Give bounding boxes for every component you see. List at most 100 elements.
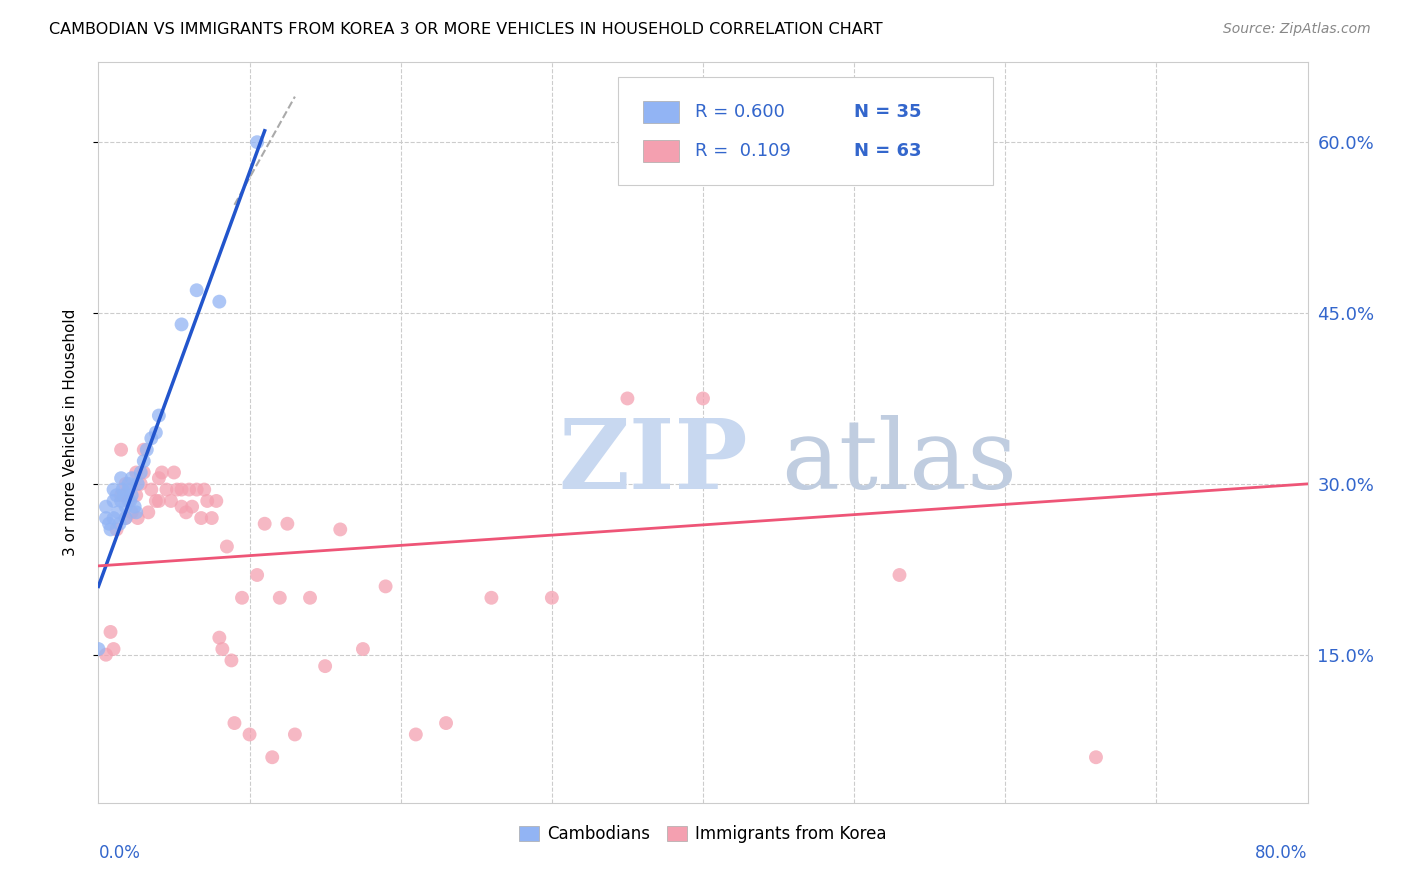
Point <box>186 483 208 497</box>
Point <box>224 716 246 731</box>
Point <box>160 494 183 508</box>
Text: 80.0%: 80.0% <box>1256 844 1308 862</box>
Text: CAMBODIAN VS IMMIGRANTS FROM KOREA 3 OR MORE VEHICLES IN HOUSEHOLD CORRELATION C: CAMBODIAN VS IMMIGRANTS FROM KOREA 3 OR … <box>49 22 883 37</box>
Point <box>405 727 427 741</box>
Point <box>114 500 136 514</box>
Text: 0.0%: 0.0% <box>98 844 141 862</box>
Point <box>179 483 201 497</box>
Point <box>434 716 457 731</box>
Point <box>103 494 125 508</box>
Point <box>692 392 714 406</box>
Point <box>127 511 149 525</box>
Point <box>1085 750 1108 764</box>
Text: N = 35: N = 35 <box>855 103 922 121</box>
Point <box>205 494 228 508</box>
Point <box>211 642 233 657</box>
Point <box>110 494 132 508</box>
Text: N = 63: N = 63 <box>855 143 922 161</box>
Legend: Cambodians, Immigrants from Korea: Cambodians, Immigrants from Korea <box>512 819 894 850</box>
Point <box>163 466 186 480</box>
Point <box>262 750 284 764</box>
Point <box>208 631 231 645</box>
Text: ZIP: ZIP <box>558 416 748 509</box>
Point <box>110 442 132 457</box>
Point <box>299 591 322 605</box>
Point <box>108 516 131 531</box>
Point <box>141 431 163 445</box>
Point <box>201 511 224 525</box>
Point <box>231 591 253 605</box>
Point <box>195 494 218 508</box>
Text: R = 0.600: R = 0.600 <box>695 103 785 121</box>
Point <box>129 476 152 491</box>
Point <box>374 579 396 593</box>
Point <box>136 505 159 519</box>
Point <box>110 471 132 485</box>
Point <box>170 318 193 332</box>
Point <box>329 523 352 537</box>
Point <box>121 471 143 485</box>
Bar <box>643 101 679 123</box>
Point <box>193 483 215 497</box>
Point <box>141 483 163 497</box>
Point <box>94 500 117 514</box>
Point <box>125 505 148 519</box>
Text: R =  0.109: R = 0.109 <box>695 143 790 161</box>
Point <box>118 476 141 491</box>
Point <box>145 494 167 508</box>
Point <box>148 409 170 423</box>
Point <box>889 568 911 582</box>
Point <box>114 511 136 525</box>
Point <box>246 135 269 149</box>
Point <box>208 294 231 309</box>
Point <box>118 494 141 508</box>
Point <box>145 425 167 440</box>
Point <box>221 653 243 667</box>
Point <box>190 511 212 525</box>
Text: Source: ZipAtlas.com: Source: ZipAtlas.com <box>1223 22 1371 37</box>
Point <box>540 591 562 605</box>
FancyBboxPatch shape <box>619 78 993 185</box>
Point <box>112 488 135 502</box>
Point <box>186 283 208 297</box>
Point <box>127 476 149 491</box>
Point <box>150 466 173 480</box>
Point <box>239 727 262 741</box>
Point <box>107 505 129 519</box>
Point <box>246 568 269 582</box>
Point <box>148 494 170 508</box>
Point <box>94 511 117 525</box>
Point <box>135 442 157 457</box>
Point <box>215 540 238 554</box>
Text: atlas: atlas <box>782 416 1018 509</box>
Point <box>253 516 276 531</box>
Point <box>155 483 177 497</box>
Point <box>98 516 121 531</box>
Point <box>103 511 125 525</box>
Point <box>616 392 638 406</box>
Point <box>94 648 117 662</box>
Point <box>125 466 148 480</box>
Point <box>170 483 193 497</box>
Point <box>481 591 503 605</box>
Point <box>269 591 291 605</box>
Point <box>103 483 125 497</box>
Point <box>121 488 143 502</box>
Point <box>132 442 155 457</box>
Point <box>100 624 122 639</box>
Point <box>174 505 197 519</box>
Point <box>166 483 188 497</box>
Point <box>118 483 141 497</box>
Bar <box>643 140 679 162</box>
Point <box>284 727 307 741</box>
Point <box>276 516 298 531</box>
Point <box>129 466 152 480</box>
Point <box>114 476 136 491</box>
Point <box>314 659 336 673</box>
Point <box>125 488 148 502</box>
Point <box>132 454 155 468</box>
Point <box>103 642 125 657</box>
Point <box>120 494 142 508</box>
Point <box>181 500 204 514</box>
Point <box>132 466 155 480</box>
